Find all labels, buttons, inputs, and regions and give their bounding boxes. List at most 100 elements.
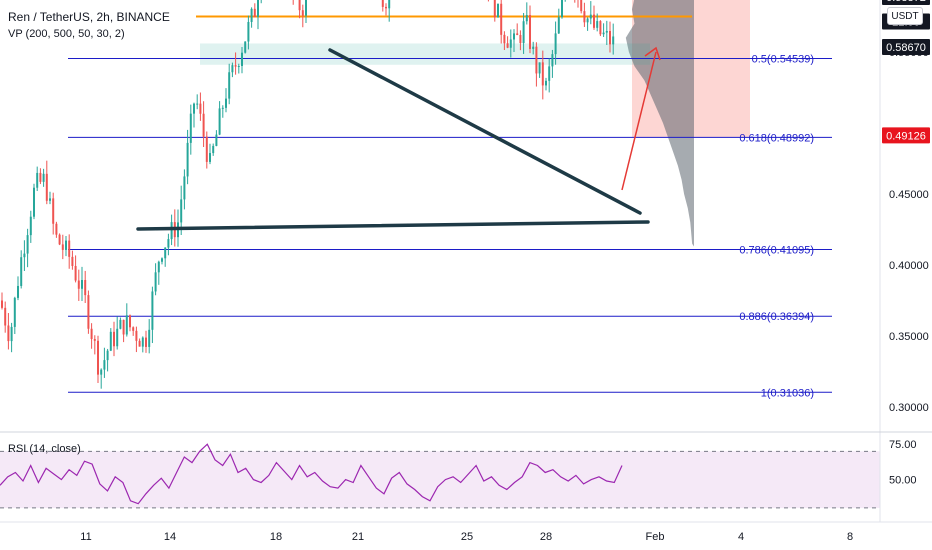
candle[interactable]	[154, 272, 157, 292]
candle[interactable]	[589, 14, 592, 19]
candle[interactable]	[180, 199, 183, 223]
candle[interactable]	[538, 62, 541, 74]
candle[interactable]	[52, 198, 55, 224]
candle[interactable]	[45, 173, 48, 201]
candle[interactable]	[532, 46, 535, 49]
candle[interactable]	[205, 136, 208, 162]
candle[interactable]	[141, 337, 144, 347]
candle[interactable]	[250, 8, 253, 22]
candle[interactable]	[74, 265, 77, 281]
candle[interactable]	[157, 261, 160, 273]
candle[interactable]	[257, 0, 259, 18]
candle[interactable]	[522, 21, 525, 43]
candle[interactable]	[580, 0, 583, 12]
candle[interactable]	[23, 253, 26, 258]
candle[interactable]	[388, 0, 391, 9]
candle[interactable]	[58, 234, 61, 245]
candle[interactable]	[189, 113, 192, 143]
candle[interactable]	[231, 65, 234, 73]
price-badge[interactable]	[882, 0, 930, 6]
candle[interactable]	[612, 36, 615, 45]
support-trendline[interactable]	[136, 220, 650, 231]
candle[interactable]	[237, 66, 240, 68]
candle[interactable]	[385, 6, 387, 9]
candle[interactable]	[164, 247, 167, 259]
candle[interactable]	[513, 33, 515, 40]
candle[interactable]	[548, 66, 551, 81]
candle[interactable]	[561, 0, 563, 18]
candle[interactable]	[215, 134, 218, 146]
candle[interactable]	[244, 41, 247, 53]
candle[interactable]	[103, 360, 106, 370]
candle[interactable]	[129, 315, 131, 328]
candle[interactable]	[199, 103, 202, 114]
candle[interactable]	[7, 325, 10, 342]
volume-profile[interactable]	[625, 0, 694, 247]
candle[interactable]	[298, 0, 301, 11]
candle[interactable]	[225, 98, 227, 108]
candle[interactable]	[36, 172, 39, 188]
symbol-title[interactable]: Ren / TetherUS, 2h, BINANCE	[8, 10, 170, 24]
candle[interactable]	[135, 330, 138, 341]
candle[interactable]	[509, 39, 512, 48]
candle[interactable]	[93, 339, 96, 341]
candle[interactable]	[170, 222, 173, 240]
candle[interactable]	[109, 331, 112, 351]
candle[interactable]	[20, 257, 23, 286]
candle[interactable]	[193, 103, 195, 114]
candle[interactable]	[593, 14, 595, 28]
candle[interactable]	[609, 30, 611, 45]
candle[interactable]	[551, 54, 554, 67]
candle[interactable]	[599, 21, 602, 35]
candle[interactable]	[17, 285, 19, 298]
candle[interactable]	[529, 15, 531, 49]
candle[interactable]	[212, 145, 215, 154]
candle[interactable]	[228, 72, 231, 99]
candle[interactable]	[493, 0, 496, 18]
candle[interactable]	[247, 21, 250, 42]
candle[interactable]	[90, 328, 93, 340]
candle[interactable]	[516, 33, 519, 35]
candle[interactable]	[596, 21, 599, 28]
candle[interactable]	[541, 62, 544, 86]
candle[interactable]	[145, 337, 147, 347]
candle[interactable]	[186, 142, 189, 177]
candle[interactable]	[554, 33, 557, 55]
candle[interactable]	[605, 30, 608, 33]
candle[interactable]	[234, 65, 237, 67]
price-pane[interactable]: 0(0.78042)0.382(0.60085)0.5(0.54539)0.61…	[0, 0, 880, 399]
candle[interactable]	[161, 258, 163, 262]
candle[interactable]	[209, 153, 211, 162]
candle[interactable]	[500, 3, 503, 35]
candle[interactable]	[381, 0, 384, 7]
candle[interactable]	[586, 18, 589, 23]
candle[interactable]	[132, 327, 135, 331]
rsi-label[interactable]: RSI (14, close)	[8, 443, 81, 455]
candle[interactable]	[65, 240, 67, 250]
candle[interactable]	[42, 173, 45, 182]
rsi-line[interactable]	[0, 443, 623, 505]
candle[interactable]	[183, 176, 186, 200]
candle[interactable]	[10, 326, 13, 342]
candle[interactable]	[535, 46, 538, 74]
candle[interactable]	[557, 17, 560, 34]
candle[interactable]	[68, 240, 71, 257]
candle[interactable]	[49, 198, 51, 201]
candle[interactable]	[497, 3, 499, 18]
candle[interactable]	[55, 223, 58, 235]
candle[interactable]	[4, 307, 7, 326]
candle[interactable]	[26, 235, 29, 254]
candle[interactable]	[113, 331, 115, 347]
candle[interactable]	[122, 319, 125, 335]
candle[interactable]	[87, 295, 90, 329]
candle[interactable]	[305, 0, 307, 16]
volume-profile-label[interactable]: VP (200, 500, 50, 30, 2)	[8, 28, 125, 40]
candle[interactable]	[106, 350, 109, 361]
candle[interactable]	[125, 315, 128, 335]
candle[interactable]	[61, 244, 64, 250]
candle[interactable]	[583, 11, 586, 23]
candle[interactable]	[84, 280, 87, 296]
rsi-pane[interactable]	[0, 443, 880, 509]
descending-trendline[interactable]	[328, 48, 642, 215]
